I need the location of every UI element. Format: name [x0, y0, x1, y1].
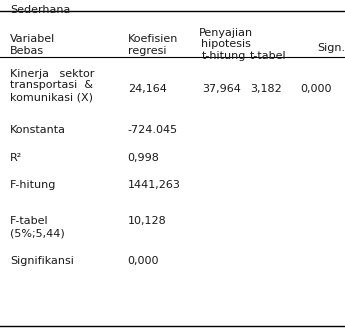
- Text: 3,182: 3,182: [250, 84, 282, 93]
- Text: 10,128: 10,128: [128, 216, 166, 226]
- Text: 0,998: 0,998: [128, 153, 159, 162]
- Text: t-tabel: t-tabel: [250, 51, 287, 61]
- Text: Sign.: Sign.: [317, 43, 345, 52]
- Text: R²: R²: [10, 153, 23, 162]
- Text: Variabel
Bebas: Variabel Bebas: [10, 34, 56, 56]
- Text: Koefisien
regresi: Koefisien regresi: [128, 34, 178, 56]
- Text: 0,000: 0,000: [128, 256, 159, 266]
- Text: Sederhana: Sederhana: [10, 5, 71, 15]
- Text: -724.045: -724.045: [128, 125, 178, 134]
- Text: t-hitung: t-hitung: [202, 51, 246, 61]
- Text: Kinerja   sektor
transportasi  &
komunikasi (X): Kinerja sektor transportasi & komunikasi…: [10, 69, 95, 102]
- Text: F-hitung: F-hitung: [10, 180, 57, 190]
- Text: 0,000: 0,000: [300, 84, 332, 93]
- Text: Signifikansi: Signifikansi: [10, 256, 74, 266]
- Text: 37,964: 37,964: [202, 84, 241, 93]
- Text: 24,164: 24,164: [128, 84, 167, 93]
- Text: Penyajian
hipotesis: Penyajian hipotesis: [199, 28, 253, 50]
- Text: 1441,263: 1441,263: [128, 180, 180, 190]
- Text: F-tabel
(5%;5,44): F-tabel (5%;5,44): [10, 216, 65, 238]
- Text: Konstanta: Konstanta: [10, 125, 66, 134]
